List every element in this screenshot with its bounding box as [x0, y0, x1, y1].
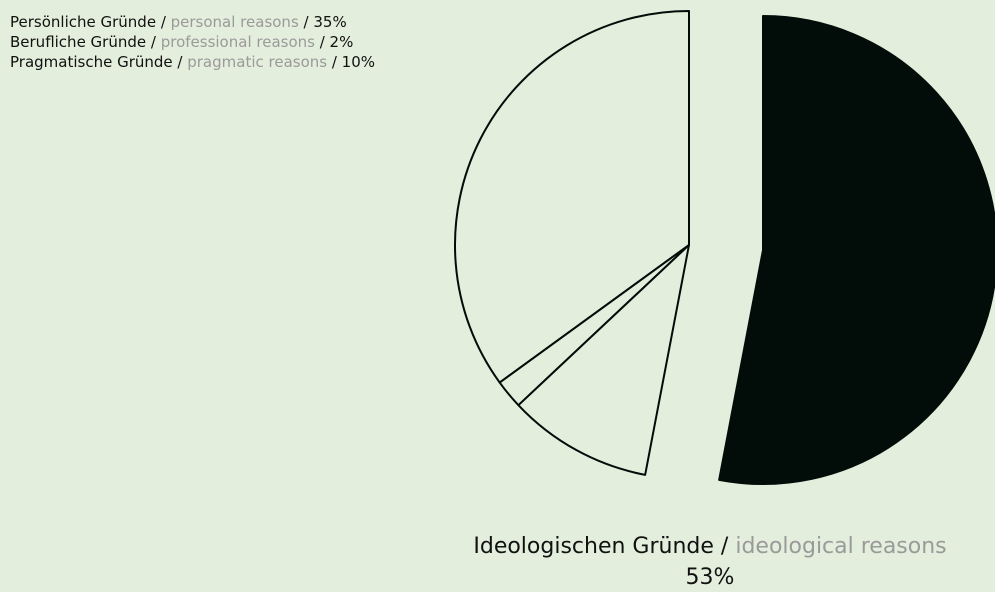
- slice-label: Ideologischen Gründe / ideological reaso…: [473, 534, 946, 559]
- pie-slice: [718, 15, 995, 485]
- separator: /: [173, 53, 188, 71]
- separator: /: [714, 534, 735, 559]
- separator: /: [327, 53, 342, 71]
- value-label: 10%: [342, 53, 375, 71]
- value-label: 35%: [313, 13, 346, 31]
- pie-slice: [454, 10, 690, 384]
- legend-entry: Berufliche Gründe / professional reasons…: [10, 33, 353, 51]
- separator: /: [146, 33, 161, 51]
- pie-slice: [517, 244, 690, 476]
- translation-label: ideological reasons: [735, 534, 946, 559]
- translation-label: pragmatic reasons: [187, 53, 327, 71]
- value-label: 53%: [686, 565, 735, 590]
- category-label: Persönliche Gründe: [10, 13, 156, 31]
- separator: /: [156, 13, 171, 31]
- legend-entry: Pragmatische Gründe / pragmatic reasons …: [10, 53, 375, 71]
- legend-entry: Persönliche Gründe / personal reasons / …: [10, 13, 347, 31]
- category-label: Ideologischen Gründe: [473, 534, 714, 559]
- separator: /: [299, 13, 314, 31]
- translation-label: professional reasons: [161, 33, 315, 51]
- separator: /: [315, 33, 330, 51]
- value-label: 2%: [330, 33, 354, 51]
- category-label: Berufliche Gründe: [10, 33, 146, 51]
- category-label: Pragmatische Gründe: [10, 53, 173, 71]
- translation-label: personal reasons: [171, 13, 299, 31]
